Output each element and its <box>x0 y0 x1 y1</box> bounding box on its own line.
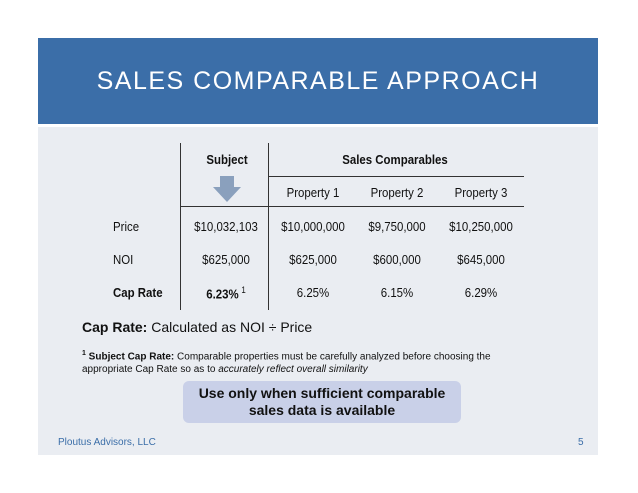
footnote: 1 Subject Cap Rate: Comparable propertie… <box>82 347 542 376</box>
banner-divider <box>38 124 598 127</box>
subject-noi: $625,000 <box>202 252 250 267</box>
footnote-marker: 1 <box>82 350 86 357</box>
footnote-text: Comparable properties must be carefully … <box>82 351 491 376</box>
property-1-noi: $625,000 <box>289 252 337 267</box>
callout-line-1: Use only when sufficient comparable <box>198 385 446 401</box>
property-1-cap-rate: 6.25% <box>296 285 330 300</box>
table-divider-left <box>180 143 181 310</box>
callout-line-2: sales data is available <box>248 402 396 418</box>
cap-rate-term: Cap Rate: <box>82 319 148 335</box>
subject-price: $10,032,103 <box>194 219 258 234</box>
title-banner: SALES COMPARABLE APPROACH <box>38 38 598 124</box>
property-3-header: Property 3 <box>454 185 508 200</box>
down-arrow-icon <box>213 176 241 202</box>
property-2-price: $9,750,000 <box>368 219 426 234</box>
row-label-cap-rate: Cap Rate <box>113 285 163 300</box>
footer-company: Ploutus Advisors, LLC <box>58 437 156 448</box>
property-3-price: $10,250,000 <box>449 219 513 234</box>
row-label-noi: NOI <box>113 252 134 267</box>
property-3-cap-rate: 6.29% <box>464 285 498 300</box>
property-1-header: Property 1 <box>286 185 340 200</box>
property-1-price: $10,000,000 <box>281 219 345 234</box>
subject-cap-rate-value: 6.23% <box>206 286 239 302</box>
row-label-price: Price <box>113 219 140 234</box>
property-2-header: Property 2 <box>370 185 424 200</box>
footnote-emphasis: accurately reflect overall similarity <box>218 364 368 376</box>
subject-cap-rate-footnote: 1 <box>241 285 246 295</box>
footnote-term: Subject Cap Rate: <box>85 351 175 363</box>
cap-rate-formula: Calculated as NOI ÷ Price <box>147 319 313 335</box>
cap-rate-definition: Cap Rate: Calculated as NOI ÷ Price <box>82 319 312 335</box>
property-2-noi: $600,000 <box>373 252 421 267</box>
property-3-noi: $645,000 <box>457 252 505 267</box>
header-underline <box>180 206 524 207</box>
comparables-header: Sales Comparables <box>342 152 448 167</box>
table-divider-right <box>268 143 269 310</box>
subject-header: Subject <box>206 152 248 167</box>
callout-box: Use only when sufficient comparable sale… <box>183 381 461 423</box>
comparables-underline <box>268 176 524 177</box>
property-2-cap-rate: 6.15% <box>380 285 414 300</box>
page-number: 5 <box>578 437 584 448</box>
slide-title: SALES COMPARABLE APPROACH <box>96 66 540 95</box>
subject-cap-rate: 6.23% 1 <box>191 285 261 301</box>
